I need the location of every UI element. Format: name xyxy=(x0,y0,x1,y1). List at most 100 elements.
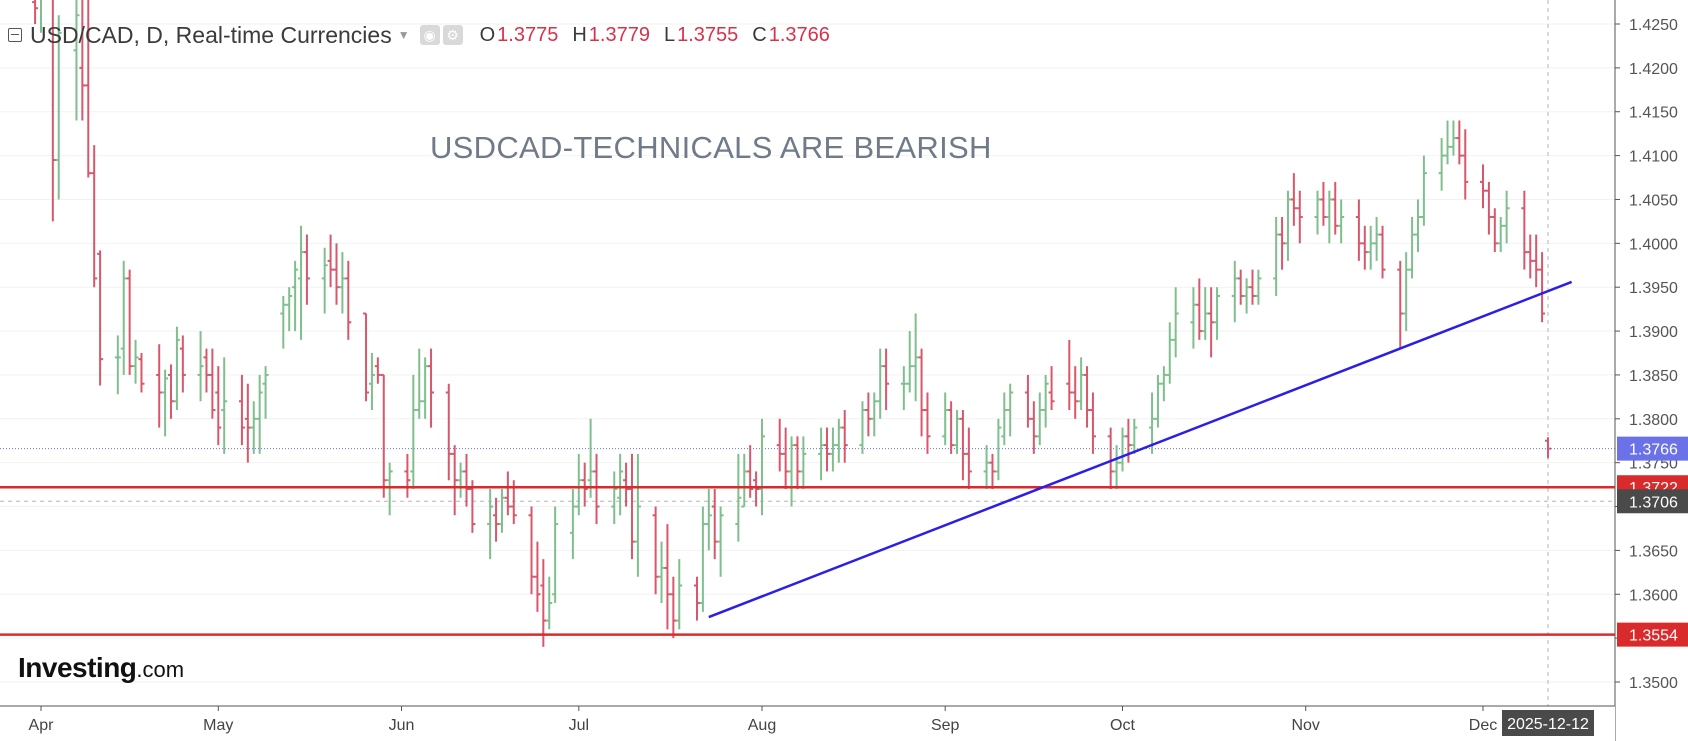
ohlc-bar xyxy=(794,436,801,489)
ohlc-bar xyxy=(1462,129,1469,200)
chart-title: USDCAD-TECHNICALS ARE BEARISH xyxy=(430,130,992,165)
price-tick-label: 1.4200 xyxy=(1629,61,1678,78)
ohlc-bar xyxy=(498,488,505,533)
price-tag-crosshair xyxy=(1617,489,1688,514)
ohlc-bar xyxy=(534,541,541,612)
time-tick-label: May xyxy=(203,717,233,734)
ohlc-bar xyxy=(1414,199,1421,253)
ohlc-bar xyxy=(1255,269,1262,305)
price-tag-label-level: 1.3554 xyxy=(1629,628,1678,645)
ohlc-bar xyxy=(758,418,765,516)
ohlc-bar xyxy=(32,0,39,24)
trendline[interactable] xyxy=(708,280,1573,619)
ohlc-bar xyxy=(877,348,884,419)
chart-header: USD/CAD, D, Real-time Currencies ▼ ◉ ⚙ O… xyxy=(8,20,830,50)
ohlc-bar xyxy=(1420,155,1427,226)
price-tag-current xyxy=(1617,436,1688,461)
ohlc-bar xyxy=(132,339,139,384)
ohlc-bar xyxy=(203,348,210,393)
ohlc-bar xyxy=(658,541,665,604)
time-tick-label: Apr xyxy=(29,717,55,734)
ohlc-bar xyxy=(386,462,393,516)
logo-suffix: .com xyxy=(136,657,185,682)
price-tag-label-current: 1.3766 xyxy=(1629,442,1678,459)
ohlc-bar xyxy=(1320,181,1327,226)
ohlc-bar xyxy=(1397,260,1404,349)
time-tick-label: Dec xyxy=(1469,717,1497,734)
ohlc-bar xyxy=(1048,366,1055,411)
ohlc-bar xyxy=(1107,427,1114,489)
ohlc-bar xyxy=(824,427,831,472)
ohlc-bar xyxy=(504,471,511,516)
time-axis[interactable]: Apr May Jun Jul Aug Sep Oct Nov Dec 2025-12-12 xyxy=(0,705,1615,741)
ohlc-bar xyxy=(1243,278,1250,314)
ohlc-bar xyxy=(404,453,411,498)
ohlc-bar xyxy=(416,348,423,419)
ohlc-bar xyxy=(552,506,559,604)
ohlc-bar xyxy=(906,331,913,393)
ohlc-bar xyxy=(321,247,328,314)
ohlc-bar xyxy=(948,401,955,454)
ohlc-bar xyxy=(1409,217,1416,279)
ohlc-bar xyxy=(1089,392,1096,454)
gear-icon[interactable]: ⚙ xyxy=(442,25,463,45)
ohlc-bar xyxy=(1355,199,1362,261)
ohlc-bar xyxy=(73,0,80,121)
ohlc-bar xyxy=(788,436,795,507)
plot-background xyxy=(0,0,1615,706)
ohlc-bar xyxy=(209,348,216,419)
ohlc-bar xyxy=(256,374,263,454)
ohlc-bar xyxy=(1290,173,1297,226)
ohlc-bar xyxy=(841,410,848,463)
ohlc-bar xyxy=(883,348,890,411)
time-tick-label: Nov xyxy=(1291,717,1319,734)
chevron-down-icon[interactable]: ▼ xyxy=(397,28,410,42)
ohlc-bar xyxy=(623,462,630,507)
ohlc-bar xyxy=(924,392,931,454)
ohlc-bar xyxy=(1131,418,1138,454)
ohlc-bar xyxy=(1521,190,1528,270)
ohlc-bar xyxy=(693,576,700,621)
ohlc-bar xyxy=(1279,217,1286,270)
ohlc-bar xyxy=(747,445,754,498)
ohlc-bar xyxy=(1479,164,1486,209)
ohlc-bar xyxy=(1001,392,1008,446)
ohlc-bar xyxy=(699,506,706,612)
eye-icon[interactable]: ◉ xyxy=(419,25,440,45)
ohlc-bar xyxy=(611,471,618,525)
ohlc-bar xyxy=(1036,392,1043,446)
ohlc-bar xyxy=(569,488,576,560)
ohlc-bar xyxy=(954,410,961,454)
collapse-icon[interactable] xyxy=(8,28,22,42)
ohlc-bar xyxy=(1338,199,1345,244)
time-tick-label: Oct xyxy=(1110,717,1135,734)
low-value: 1.3755 xyxy=(677,23,739,46)
symbol-label[interactable]: USD/CAD, D, Real-time Currencies xyxy=(30,21,392,48)
ohlc-bar xyxy=(942,392,949,446)
open-key: O xyxy=(479,23,496,46)
ohlc-bar xyxy=(221,357,228,454)
ohlc-bar xyxy=(587,418,594,498)
price-tick-label: 1.3900 xyxy=(1629,324,1678,341)
ohlc-bar xyxy=(1438,138,1445,191)
ohlc-bar xyxy=(1485,181,1492,235)
ohlc-bar xyxy=(445,383,452,481)
ohlc-bar xyxy=(959,410,966,481)
ohlc-bar xyxy=(97,250,104,386)
price-tick-label: 1.4000 xyxy=(1629,236,1678,253)
ohlc-bar xyxy=(1503,190,1510,244)
price-tick-label: 1.3600 xyxy=(1629,587,1678,604)
price-axis-background xyxy=(1615,0,1688,741)
ohlc-bar xyxy=(1042,374,1049,428)
ohlc-bar xyxy=(670,576,677,639)
price-axis[interactable]: 1.35001.35501.36001.36501.37001.37501.38… xyxy=(1614,0,1688,741)
ohlc-bars xyxy=(32,0,1551,647)
ohlc-bar xyxy=(865,392,872,437)
cursor-date-label: 2025-12-12 xyxy=(1507,716,1589,733)
ohlc-bar xyxy=(156,344,163,428)
ohlc-bar xyxy=(753,471,760,507)
ohlc-bar xyxy=(380,373,387,498)
ohlc-bar xyxy=(1456,120,1463,165)
